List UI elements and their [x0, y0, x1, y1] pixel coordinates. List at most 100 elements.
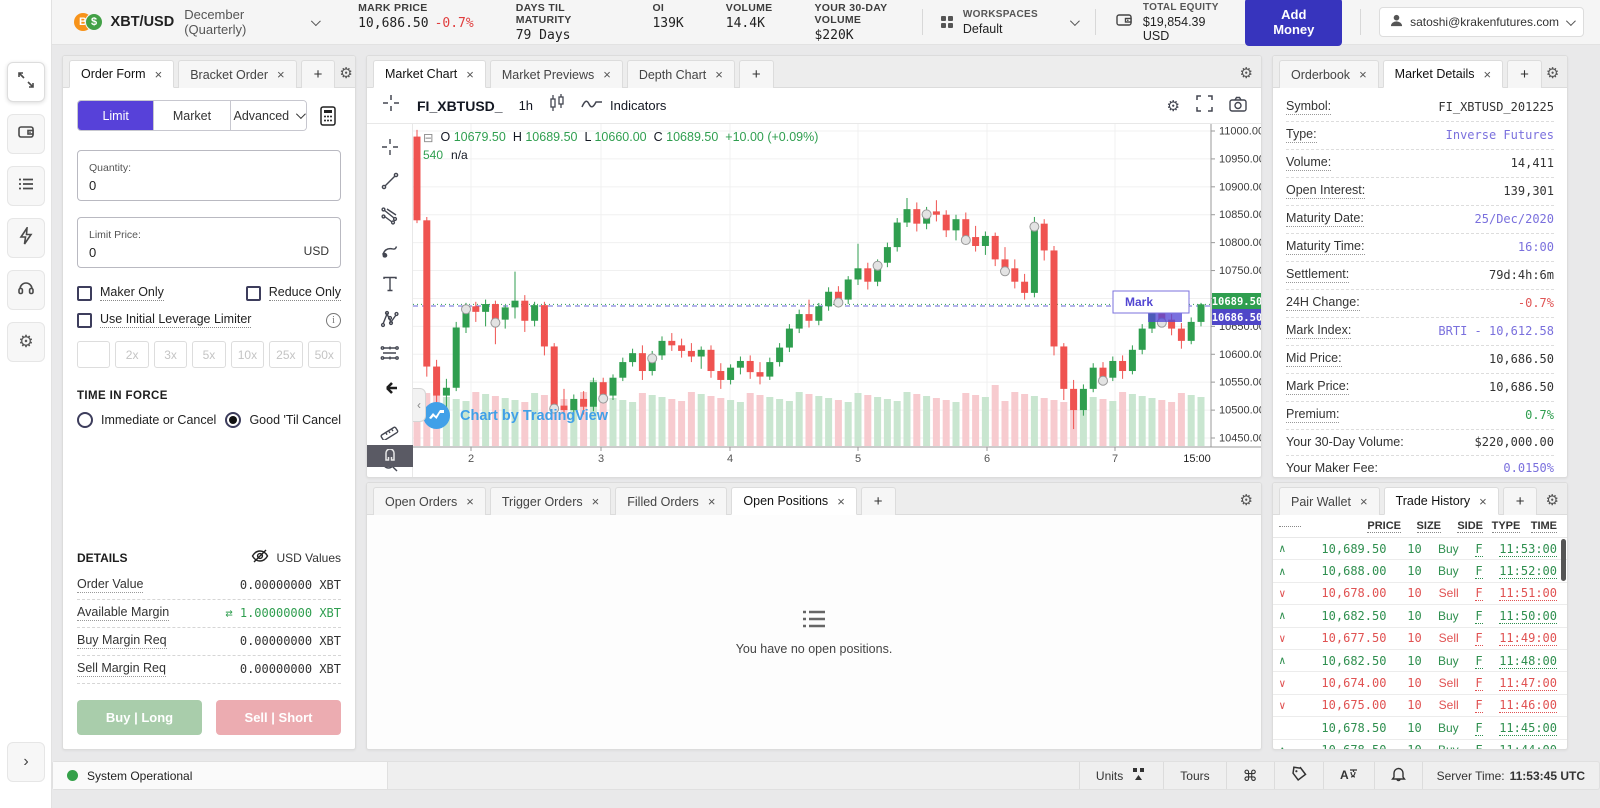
tab-orderbook[interactable]: Orderbook ×	[1279, 60, 1379, 88]
brush-tool-icon[interactable]	[375, 237, 405, 262]
quick-trade-nav-button[interactable]	[7, 218, 45, 258]
tab-market-chart[interactable]: Market Chart ×	[373, 60, 486, 88]
close-icon[interactable]: ×	[1359, 494, 1368, 509]
close-icon[interactable]: ×	[277, 67, 285, 82]
indicators-button[interactable]: Indicators	[581, 98, 666, 113]
buy-long-button[interactable]: Buy | Long	[77, 700, 202, 735]
panel-settings-icon[interactable]: ⚙	[1545, 65, 1560, 82]
tab-filled-orders[interactable]: Filled Orders ×	[615, 487, 728, 515]
units-button[interactable]: Units	[1078, 762, 1163, 789]
support-nav-button[interactable]	[7, 270, 45, 310]
add-tab-button[interactable]: +	[738, 60, 774, 88]
shortcuts-button[interactable]: ⌘	[1225, 762, 1274, 789]
tab-market-details[interactable]: Market Details ×	[1382, 60, 1504, 88]
close-icon[interactable]: ×	[1479, 493, 1487, 509]
usd-values-toggle[interactable]: USD Values	[251, 549, 341, 566]
leverage-button-5[interactable]: 10x	[230, 341, 265, 368]
chart-symbol[interactable]: FI_XBTUSD_	[417, 97, 503, 114]
reduce-only-checkbox[interactable]: Reduce Only	[245, 285, 341, 301]
add-tab-button[interactable]: +	[300, 60, 336, 88]
close-icon[interactable]: ×	[466, 494, 474, 509]
add-tab-button[interactable]: +	[1507, 60, 1542, 88]
trade-view-button[interactable]	[7, 62, 45, 102]
crosshair-icon[interactable]	[381, 93, 401, 118]
pitchfork-tool-icon[interactable]	[375, 203, 405, 228]
close-icon[interactable]: ×	[1359, 67, 1367, 82]
column-header-size[interactable]: SIZE	[1401, 520, 1441, 533]
collapse-rail-handle[interactable]: ‹	[413, 388, 426, 422]
chart-settings-icon[interactable]: ⚙	[1166, 97, 1180, 115]
panel-settings-icon[interactable]: ⚙	[1545, 492, 1559, 509]
tab-pair-wallet[interactable]: Pair Wallet ×	[1279, 487, 1380, 515]
tab-open-positions[interactable]: Open Positions ×	[731, 487, 857, 515]
tab-market-previews[interactable]: Market Previews ×	[489, 60, 623, 88]
panel-settings-icon[interactable]: ⚙	[1239, 492, 1253, 509]
close-icon[interactable]: ×	[837, 493, 845, 509]
settings-nav-button[interactable]: ⚙	[7, 322, 45, 362]
pattern-tool-icon[interactable]	[375, 306, 405, 331]
tab-trigger-orders[interactable]: Trigger Orders ×	[489, 487, 612, 515]
ruler-tool-icon[interactable]	[375, 417, 405, 442]
crosshair-tool-icon[interactable]	[375, 134, 405, 159]
maker-only-checkbox[interactable]: Maker Only	[77, 285, 164, 301]
tours-button[interactable]: Tours	[1163, 762, 1225, 789]
chart-interval[interactable]: 1h	[518, 98, 534, 113]
column-header-type[interactable]: TYPE	[1483, 520, 1529, 533]
close-icon[interactable]: ×	[707, 494, 716, 509]
tif-option-0[interactable]: Immediate or Cancel	[77, 412, 216, 428]
contract-selector[interactable]: December (Quarterly)	[184, 7, 322, 37]
arrow-marker-icon[interactable]	[375, 375, 405, 400]
sidebar-expand-button[interactable]: ›	[7, 742, 45, 782]
orders-nav-button[interactable]	[7, 166, 45, 206]
close-icon[interactable]: ×	[603, 67, 611, 82]
tradingview-attribution[interactable]: Chart by TradingView	[423, 402, 608, 429]
user-menu[interactable]: satoshi@krakenfutures.com	[1379, 7, 1584, 37]
candlestick-chart[interactable]: 11000.00 10950.00 10900.00 10850.00 10800.00…	[413, 124, 1262, 478]
workspaces-selector[interactable]: WORKSPACES Default	[940, 9, 1080, 36]
panel-settings-icon[interactable]: ⚙	[1239, 65, 1253, 82]
tab-depth-chart[interactable]: Depth Chart ×	[626, 60, 735, 88]
panel-settings-icon[interactable]: ⚙	[339, 65, 353, 82]
column-header-time[interactable]: TIME	[1529, 520, 1557, 533]
candle-style-icon[interactable]	[549, 93, 565, 118]
camera-icon[interactable]	[1229, 96, 1247, 116]
close-icon[interactable]: ×	[1483, 66, 1492, 82]
close-icon[interactable]: ×	[715, 67, 723, 82]
sell-short-button[interactable]: Sell | Short	[216, 700, 341, 735]
close-icon[interactable]: ×	[154, 66, 163, 82]
close-icon[interactable]: ×	[466, 66, 474, 82]
limit-price-field[interactable]: Limit Price: 0 USD	[77, 217, 341, 268]
add-money-button[interactable]: Add Money	[1245, 0, 1343, 46]
wallet-nav-button[interactable]	[7, 114, 45, 154]
leverage-button-7[interactable]: 50x	[307, 341, 341, 368]
magnet-tool-button[interactable]	[367, 445, 413, 467]
fullscreen-icon[interactable]	[1196, 95, 1213, 116]
scrollbar[interactable]	[1561, 539, 1566, 581]
order-type-limit[interactable]: Limit	[78, 101, 155, 130]
leverage-button-1[interactable]	[77, 341, 111, 368]
column-header-price[interactable]: PRICE	[1301, 520, 1401, 533]
info-icon[interactable]: i	[326, 312, 341, 328]
leverage-button-4[interactable]: 5x	[192, 341, 226, 368]
order-type-advanced[interactable]: Advanced	[230, 101, 306, 130]
column-header-side[interactable]: SIDE	[1441, 520, 1483, 533]
leverage-button-2[interactable]: 2x	[115, 341, 149, 368]
language-button[interactable]: A	[1322, 762, 1374, 789]
position-tool-icon[interactable]	[375, 340, 405, 365]
tif-option-1[interactable]: Good 'Til Cancel	[225, 412, 341, 428]
add-tab-button[interactable]: +	[860, 487, 896, 515]
collapse-legend-icon[interactable]: ⊟	[423, 131, 434, 145]
system-status[interactable]: System Operational	[53, 762, 388, 789]
tab-trade-history[interactable]: Trade History ×	[1383, 487, 1499, 515]
tab-order-form[interactable]: Order Form ×	[69, 60, 175, 88]
notifications-button[interactable]	[1373, 762, 1422, 789]
add-tab-button[interactable]: +	[1502, 487, 1538, 515]
tab-open-orders[interactable]: Open Orders ×	[373, 487, 486, 515]
leverage-button-6[interactable]: 25x	[269, 341, 303, 368]
quantity-field[interactable]: Quantity: 0	[77, 150, 341, 201]
leverage-limiter-checkbox[interactable]: Use Initial Leverage Limiter	[77, 312, 252, 328]
trendline-tool-icon[interactable]	[375, 168, 405, 193]
text-tool-icon[interactable]	[375, 272, 405, 297]
order-type-market[interactable]: Market	[154, 101, 231, 130]
tab-bracket-order[interactable]: Bracket Order ×	[178, 60, 297, 88]
